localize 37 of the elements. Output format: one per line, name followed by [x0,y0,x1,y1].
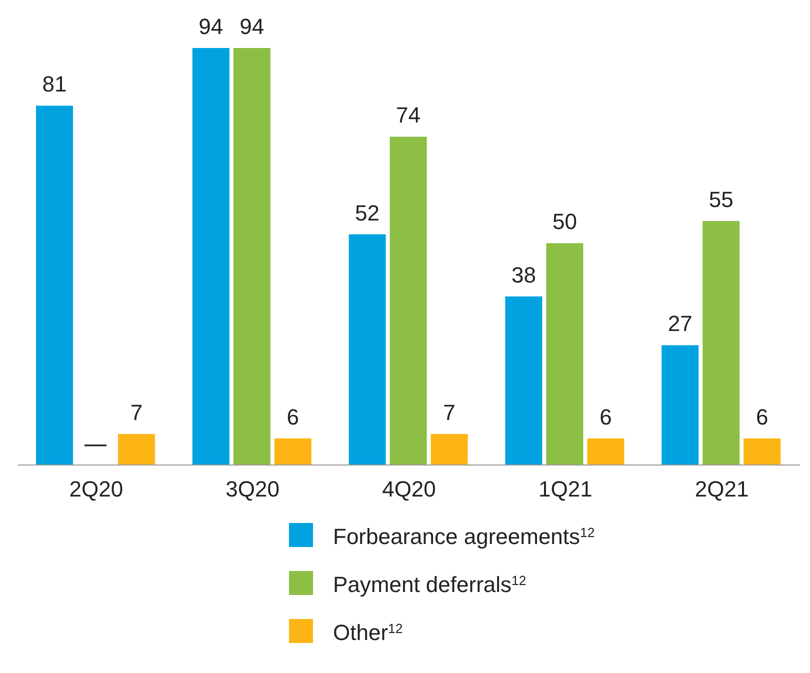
data-label: 6 [286,404,300,430]
bar [118,434,155,465]
data-label: 94 [198,14,224,39]
x-tick-label: 1Q21 [538,476,592,502]
data-label: 52 [355,200,380,226]
data-label: 7 [443,400,456,425]
x-tick-label: 2Q20 [69,476,124,502]
data-label: 74 [396,102,421,128]
data-label: 27 [668,311,692,336]
data-label: 7 [130,400,143,425]
data-label: 81 [42,72,67,97]
data-label: 50 [552,209,577,234]
bar [702,221,740,465]
legend-label: Forbearance agreements$^{12}$ [333,524,595,549]
data-label: 94 [240,14,264,39]
bar [233,48,270,465]
data-label: 6 [756,404,768,430]
bar [36,106,73,465]
data-label: — [84,431,106,456]
bar [192,48,230,465]
bar [662,345,699,465]
x-tick-label: 2Q21 [694,476,749,502]
bar [430,434,468,465]
data-label: 55 [708,187,734,212]
bar [546,243,584,465]
legend-label: Other$^{12}$ [333,620,403,645]
x-tick-label: 3Q20 [226,476,280,502]
legend-label: Payment deferrals$^{12}$ [333,572,526,597]
x-tick-label: 4Q20 [382,476,436,502]
bar [587,438,624,465]
bar [505,296,542,465]
bar [744,438,781,465]
bar [274,438,312,465]
bar [348,234,386,465]
data-label: 38 [511,262,536,288]
data-label: 6 [600,404,612,430]
bar [390,136,427,465]
